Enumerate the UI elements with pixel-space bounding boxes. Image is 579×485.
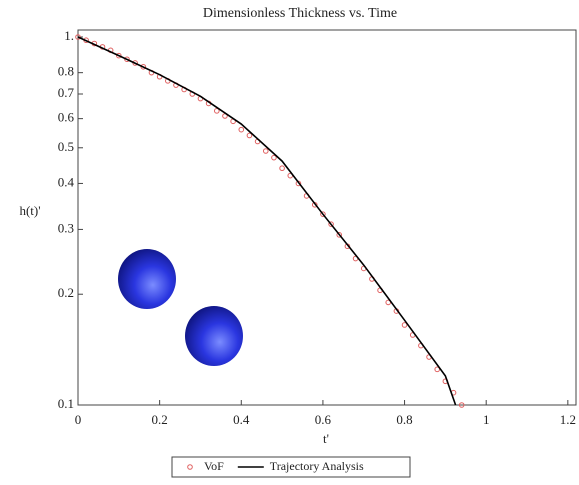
trajectory-line bbox=[77, 36, 457, 406]
legend-label: VoF bbox=[204, 459, 224, 473]
legend-marker bbox=[187, 464, 193, 470]
chart-title: Dimensionless Thickness vs. Time bbox=[203, 6, 397, 21]
x-tick-label: 0.8 bbox=[396, 412, 412, 427]
y-tick-label: 0.4 bbox=[58, 174, 75, 189]
y-tick-label: 0.8 bbox=[58, 64, 74, 79]
sphere-illustration bbox=[185, 306, 243, 366]
vof-point bbox=[279, 165, 285, 172]
vof-point bbox=[328, 221, 334, 227]
x-tick-label: 0 bbox=[75, 412, 82, 427]
y-tick-label: 0.3 bbox=[58, 220, 74, 235]
y-tick-label: 0.7 bbox=[58, 85, 75, 100]
y-tick-label: 0.5 bbox=[58, 139, 74, 154]
vof-point bbox=[458, 402, 465, 408]
vof-point bbox=[262, 148, 269, 154]
vof-point bbox=[401, 322, 408, 328]
plot-frame bbox=[77, 29, 577, 406]
x-tick-label: 0.4 bbox=[233, 412, 250, 427]
vof-point bbox=[434, 366, 441, 373]
y-tick-label: 0.1 bbox=[58, 396, 74, 411]
y-tick-label: 0.2 bbox=[58, 285, 74, 300]
vof-point bbox=[75, 34, 81, 40]
legend-box bbox=[171, 456, 411, 478]
vof-point bbox=[213, 108, 220, 114]
x-tick-label: 1 bbox=[483, 412, 490, 427]
legend-label: Trajectory Analysis bbox=[270, 459, 364, 473]
x-tick-label: 0.2 bbox=[152, 412, 168, 427]
x-tick-label: 0.6 bbox=[315, 412, 332, 427]
sphere-illustration bbox=[118, 249, 176, 309]
vof-point bbox=[124, 56, 130, 63]
vof-point bbox=[271, 154, 277, 161]
vof-point bbox=[238, 126, 245, 133]
x-tick-label: 1.2 bbox=[560, 412, 576, 427]
vof-point bbox=[336, 232, 343, 238]
vof-point bbox=[246, 132, 253, 139]
y-axis-label: h(t)' bbox=[19, 203, 40, 218]
x-axis-label: t' bbox=[323, 431, 329, 446]
vof-point bbox=[320, 211, 326, 217]
y-tick-label: 1. bbox=[64, 28, 74, 43]
vof-point bbox=[116, 52, 122, 59]
y-tick-label: 0.6 bbox=[58, 110, 75, 125]
